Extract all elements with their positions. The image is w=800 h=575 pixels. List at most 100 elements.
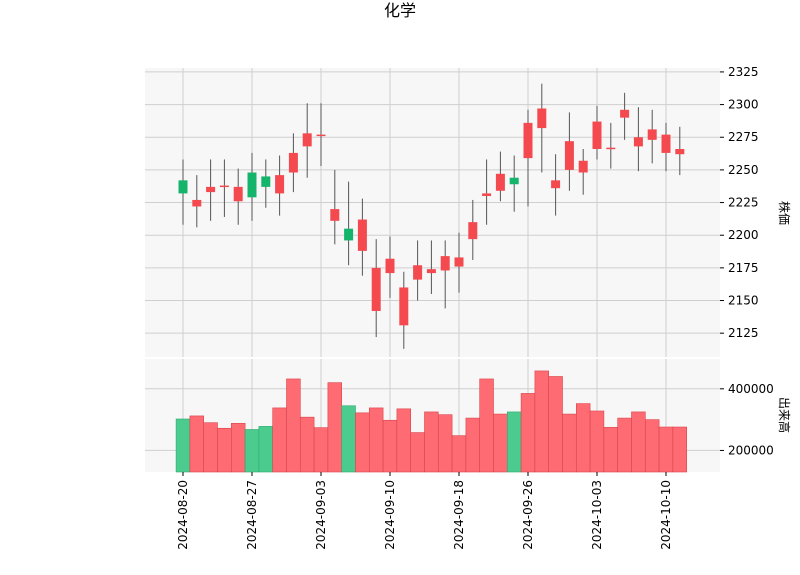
- volume-bar: [575, 403, 591, 473]
- candle-body: [468, 222, 478, 240]
- candle-body: [206, 186, 216, 193]
- volume-bar: [258, 426, 273, 473]
- candle-body: [537, 108, 547, 129]
- volume-bar: [286, 378, 301, 473]
- price-tick-label: 2125: [728, 326, 759, 340]
- volume-bar: [465, 417, 480, 473]
- price-tick-label: 2150: [728, 294, 759, 308]
- candle-body: [357, 219, 367, 251]
- candle-body: [495, 173, 505, 191]
- date-tick-label: 2024-08-20: [176, 480, 190, 550]
- candle-body: [620, 109, 630, 118]
- volume-bar: [313, 427, 329, 473]
- candle-body: [316, 134, 326, 137]
- volume-bar: [410, 432, 425, 473]
- candle-body: [564, 141, 574, 170]
- volume-bar: [603, 427, 619, 473]
- volume-bar: [175, 418, 191, 473]
- candle-body: [578, 160, 588, 173]
- volume-bar: [299, 416, 315, 473]
- date-tick-label: 2024-09-03: [314, 480, 328, 550]
- candle-body: [440, 256, 450, 271]
- candle-body: [675, 148, 685, 155]
- date-tick-label: 2024-10-10: [659, 480, 673, 550]
- candle-body: [344, 228, 354, 241]
- candle-body: [523, 122, 533, 159]
- volume-bar: [341, 405, 356, 473]
- volume-axis: 200000 400000: [720, 382, 774, 457]
- volume-bar: [217, 427, 232, 473]
- candle-body: [330, 209, 340, 221]
- date-tick-label: 2024-08-27: [245, 480, 259, 550]
- volume-bar: [203, 422, 218, 473]
- volume-bar: [534, 370, 550, 473]
- volume-bar: [672, 426, 688, 473]
- price-axis-label: 株価: [777, 201, 792, 225]
- volume-bar: [189, 415, 204, 473]
- price-tick-label: 2200: [728, 228, 759, 242]
- candlesticks: [178, 83, 685, 349]
- date-tick-label: 2024-09-26: [521, 480, 535, 550]
- volume-bar: [589, 410, 605, 473]
- volume-bar: [631, 411, 646, 473]
- candle-body: [426, 269, 436, 274]
- candle-body: [413, 265, 423, 280]
- candle-body: [288, 152, 298, 173]
- candle-body: [399, 287, 409, 326]
- candle-body: [647, 129, 657, 140]
- volume-bar: [617, 417, 632, 473]
- date-tick-label: 2024-10-03: [590, 480, 604, 550]
- date-axis: 2024-08-20 2024-08-27 2024-09-03 2024-09-10…: [176, 472, 673, 550]
- candle-body: [275, 175, 285, 194]
- price-axis: 2125 2150 2175 2200 2225 2250 2275 2300 2325: [720, 65, 759, 340]
- price-tick-label: 2175: [728, 261, 759, 275]
- candle-body: [219, 185, 229, 188]
- candle-body: [371, 267, 381, 311]
- candle-body: [509, 177, 519, 185]
- volume-bar: [493, 413, 508, 473]
- candle-body: [661, 134, 671, 153]
- candle-body: [592, 121, 602, 149]
- date-tick-label: 2024-09-18: [452, 480, 466, 550]
- volume-bar: [272, 407, 287, 473]
- volume-bar: [244, 429, 260, 473]
- volume-axis-label: 出来高: [777, 397, 792, 433]
- price-tick-label: 2225: [728, 196, 759, 210]
- candle-body: [233, 186, 243, 202]
- volume-bar: [231, 423, 246, 473]
- candle-body: [192, 199, 202, 207]
- candle-body: [551, 180, 561, 189]
- volume-bar: [327, 382, 342, 473]
- volume-bars: [175, 370, 688, 473]
- volume-bar: [382, 419, 398, 473]
- volume-bar: [451, 435, 467, 473]
- candle-body: [178, 180, 188, 194]
- volume-bar: [506, 411, 522, 473]
- volume-bar: [548, 376, 563, 473]
- candle-body: [454, 257, 464, 267]
- candle-body: [482, 193, 492, 197]
- volume-bar: [644, 419, 660, 473]
- volume-tick-label: 400000: [728, 382, 774, 396]
- volume-bar: [396, 408, 411, 473]
- volume-bar: [355, 412, 370, 473]
- volume-bar: [658, 426, 674, 473]
- volume-bar: [437, 414, 453, 473]
- volume-bar: [520, 393, 536, 473]
- price-tick-label: 2325: [728, 65, 759, 79]
- candle-body: [633, 137, 643, 147]
- chart-title: 化学: [384, 1, 416, 20]
- volume-tick-label: 200000: [728, 443, 774, 457]
- date-tick-label: 2024-09-10: [383, 480, 397, 550]
- price-tick-label: 2250: [728, 163, 759, 177]
- candle-body: [606, 147, 616, 150]
- price-tick-label: 2300: [728, 98, 759, 112]
- candle-body: [385, 258, 395, 274]
- candle-body: [261, 176, 271, 187]
- candle-body: [247, 172, 257, 198]
- volume-bar: [424, 411, 439, 473]
- volume-bar: [562, 413, 577, 473]
- candle-body: [302, 133, 312, 147]
